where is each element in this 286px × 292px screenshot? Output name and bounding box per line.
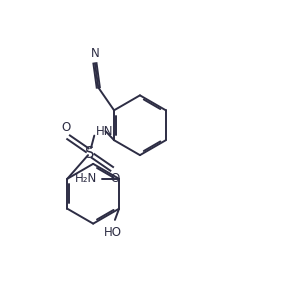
Text: HO: HO	[104, 226, 122, 239]
Text: O: O	[61, 121, 70, 134]
Text: N: N	[91, 48, 99, 60]
Text: HN: HN	[96, 125, 114, 138]
Text: H₂N: H₂N	[75, 172, 98, 185]
Text: O: O	[110, 172, 119, 185]
Text: S: S	[86, 145, 95, 161]
